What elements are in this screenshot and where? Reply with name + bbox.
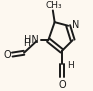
Text: HN: HN	[24, 35, 38, 45]
Text: O: O	[4, 50, 11, 60]
Text: O: O	[58, 80, 66, 90]
Text: N: N	[72, 20, 79, 30]
Text: CH₃: CH₃	[45, 1, 62, 10]
Text: H: H	[23, 39, 30, 48]
Text: H: H	[67, 61, 74, 70]
